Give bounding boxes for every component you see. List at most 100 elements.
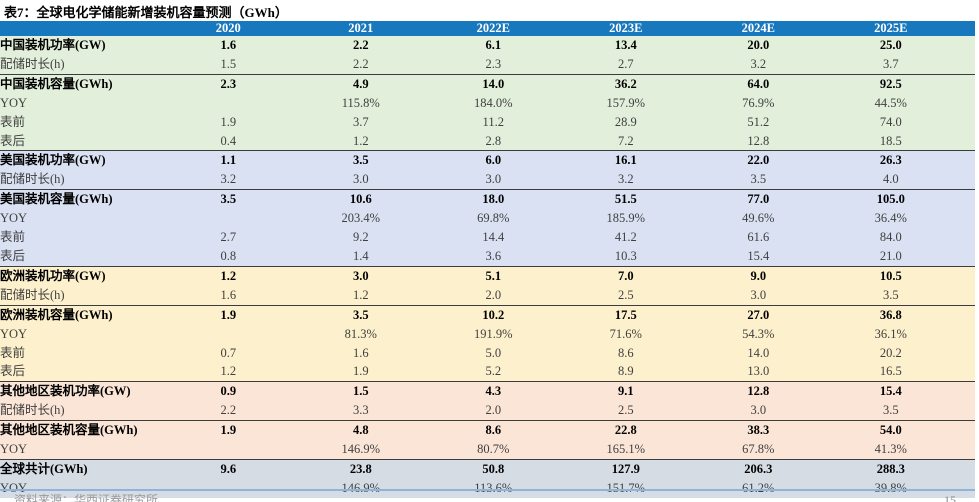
table-cell: 185.9%: [606, 211, 646, 226]
table-cell: 151.7%: [606, 480, 646, 495]
row-label: 配储时长(h): [0, 403, 65, 418]
table-cell: 36.2: [559, 73, 692, 94]
row-label: 欧洲装机功率(GW): [0, 265, 162, 286]
table-cell: 5.0: [485, 345, 502, 360]
table-cell: 9.2: [352, 230, 369, 245]
row-label: YOY: [0, 480, 28, 495]
table-cell: 54.0: [824, 420, 957, 441]
table-cell: 77.0: [692, 189, 825, 210]
table-title: 表7：全球电化学储能新增装机容量预测（GWh）: [4, 5, 288, 20]
table-cell: 18.5: [879, 133, 902, 148]
row-spacer-cell: [957, 150, 975, 171]
header-year-cell: 2020: [162, 21, 295, 36]
source-note: 资料来源：华西证券研究所: [14, 493, 159, 502]
table-cell: 3.2: [617, 172, 634, 187]
table-row: YOY 81.3% 191.9% 71.6% 54.3% 36.1%: [0, 324, 975, 344]
table-row: 中国装机功率(GW) 1.6 2.2 6.1 13.4 20.0 25.0: [0, 36, 975, 55]
table-cell: 1.2: [162, 265, 295, 286]
table-cell: 0.7: [220, 345, 237, 360]
table-cell: 1.2: [352, 133, 369, 148]
table-cell: 0.9: [162, 381, 295, 402]
table-cell: 2.7: [617, 56, 634, 71]
table-cell: 1.9: [162, 420, 295, 441]
row-label: 全球共计(GWh): [0, 458, 162, 479]
row-spacer-cell: [957, 132, 975, 151]
table-cell: 50.8: [427, 458, 560, 479]
table-cell: 191.9%: [473, 326, 513, 341]
table-cell: 127.9: [559, 458, 692, 479]
table-cell: 3.5: [882, 403, 899, 418]
table-row: YOY 146.9% 113.6% 151.7% 61.2% 39.8%: [0, 478, 975, 498]
table-cell: 9.1: [559, 381, 692, 402]
table-cell: 4.9: [294, 73, 427, 94]
table-cell: 2.2: [220, 403, 237, 418]
table-cell: 2.5: [617, 287, 634, 302]
row-label: YOY: [0, 211, 28, 226]
table-cell: 3.2: [220, 172, 237, 187]
table-cell: 1.9: [352, 364, 369, 379]
table-row: 配储时长(h) 3.2 3.0 3.0 3.2 3.5 4.0: [0, 170, 975, 190]
table-row: 中国装机容量(GWh) 2.3 4.9 14.0 36.2 64.0 92.5: [0, 73, 975, 94]
row-label: YOY: [0, 326, 28, 341]
table-cell: 61.6: [747, 230, 770, 245]
row-label: 表后: [0, 364, 26, 379]
table-cell: 1.5: [220, 56, 237, 71]
table-cell: 16.5: [879, 364, 902, 379]
row-spacer-cell: [957, 265, 975, 286]
row-label: 其他地区装机容量(GWh): [0, 420, 162, 441]
row-label: 欧洲装机容量(GWh): [0, 304, 162, 325]
row-spacer-cell: [957, 113, 975, 132]
table-cell: 54.3%: [742, 326, 775, 341]
row-spacer-cell: [957, 189, 975, 210]
table-cell: 16.1: [559, 150, 692, 171]
table-cell: 15.4: [824, 381, 957, 402]
table-cell: 1.1: [162, 150, 295, 171]
row-spacer-cell: [957, 247, 975, 266]
table-cell: 2.3: [162, 73, 295, 94]
table-row: 表后 1.2 1.9 5.2 8.9 13.0 16.5: [0, 362, 975, 382]
row-label: 表前: [0, 114, 26, 129]
table-cell: 2.0: [485, 403, 502, 418]
table-cell: 80.7%: [477, 442, 510, 457]
table-cell: 2.8: [485, 133, 502, 148]
table-row: 表后 0.4 1.2 2.8 7.2 12.8 18.5: [0, 131, 975, 151]
row-spacer-cell: [957, 440, 975, 459]
table-cell: 28.9: [614, 114, 637, 129]
table-cell: 146.9%: [341, 442, 381, 457]
table-cell: [162, 94, 295, 113]
table-cell: 41.3%: [874, 442, 907, 457]
row-label: 美国装机容量(GWh): [0, 189, 162, 210]
table-cell: 26.3: [824, 150, 957, 171]
table-cell: 5.1: [427, 265, 560, 286]
table-row: 美国装机功率(GW) 1.1 3.5 6.0 16.1 22.0 26.3: [0, 150, 975, 171]
table-cell: 0.8: [220, 248, 237, 263]
table-cell: 4.3: [427, 381, 560, 402]
table-cell: 165.1%: [606, 442, 646, 457]
table-row: 配储时长(h) 1.5 2.2 2.3 2.7 3.2 3.7: [0, 54, 975, 75]
table-cell: 12.8: [747, 133, 770, 148]
header-year-cell: 2023E: [559, 21, 692, 36]
table-row: 欧洲装机容量(GWh) 1.9 3.5 10.2 17.5 27.0 36.8: [0, 304, 975, 325]
table-cell: 1.6: [352, 345, 369, 360]
table-cell: 36.4%: [874, 211, 907, 226]
table-cell: 67.8%: [742, 442, 775, 457]
table-cell: 0.4: [220, 133, 237, 148]
table-cell: 2.3: [485, 56, 502, 71]
table-cell: 4.8: [294, 420, 427, 441]
row-label: 表后: [0, 133, 26, 148]
table-row: 配储时长(h) 1.6 1.2 2.0 2.5 3.0 3.5: [0, 285, 975, 306]
row-spacer-cell: [957, 286, 975, 305]
page-number: 15: [944, 494, 956, 502]
table-cell: 1.9: [162, 304, 295, 325]
table-cell: 8.6: [617, 345, 634, 360]
table-row: 其他地区装机容量(GWh) 1.9 4.8 8.6 22.8 38.3 54.0: [0, 420, 975, 441]
table-cell: 27.0: [692, 304, 825, 325]
table-cell: 1.5: [294, 381, 427, 402]
table-cell: 2.2: [352, 56, 369, 71]
table-cell: 13.4: [614, 38, 637, 52]
table-cell: 10.2: [427, 304, 560, 325]
table-cell: 44.5%: [874, 95, 907, 110]
row-label: 表前: [0, 345, 26, 360]
row-label: 配储时长(h): [0, 56, 65, 71]
table-cell: 39.8%: [874, 480, 907, 495]
